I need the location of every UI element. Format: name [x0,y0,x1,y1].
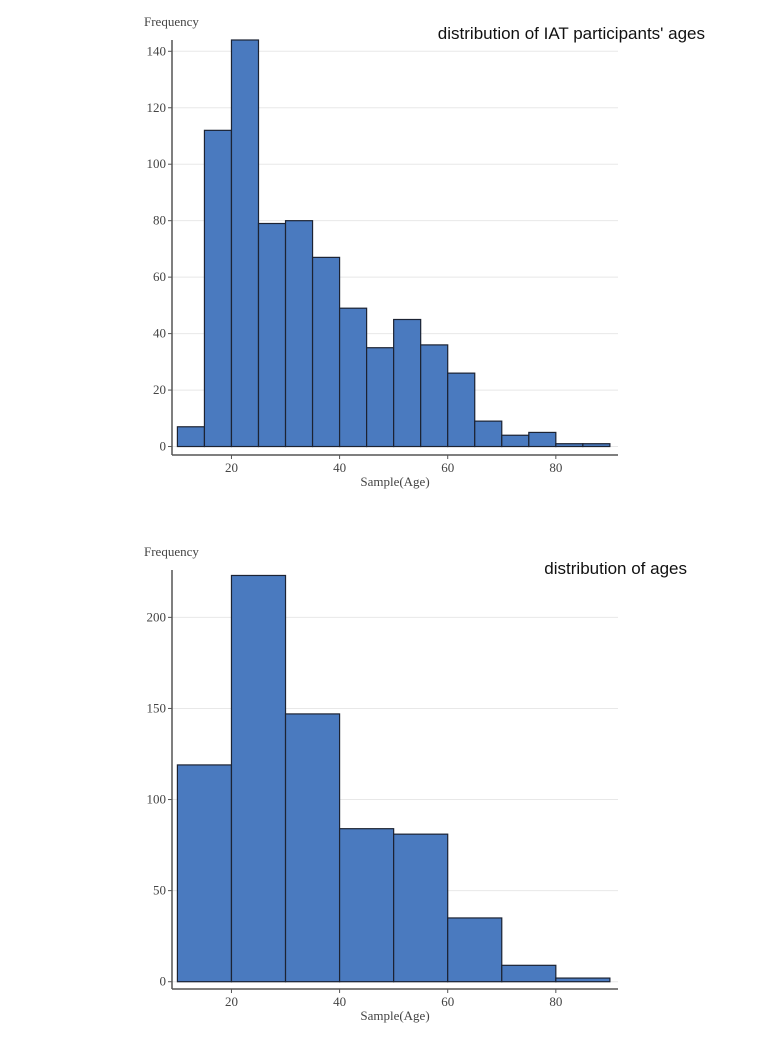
bar [582,443,611,448]
y-tick-label: 150 [147,700,167,715]
bar [501,434,530,448]
bar [203,129,233,448]
x-tick-label: 80 [549,994,562,1009]
y-tick-label: 60 [153,269,166,284]
x-tick-label: 60 [441,460,454,475]
y-tick-label: 100 [147,792,167,807]
x-tick-label: 60 [441,994,454,1009]
bar [176,764,233,983]
x-tick-label: 40 [333,460,346,475]
x-axis-title: Sample(Age) [360,1008,429,1023]
y-tick-label: 0 [160,974,167,989]
bar [284,220,314,448]
bar [447,372,476,448]
y-axis-title: Frequency [144,544,199,559]
bar [555,977,611,983]
y-tick-label: 100 [147,156,167,171]
bar [420,344,449,448]
y-tick-label: 20 [153,382,166,397]
bar [528,431,557,448]
bar [338,828,395,983]
x-tick-label: 20 [225,460,238,475]
bar [393,833,449,983]
y-tick-label: 140 [147,43,167,58]
bar [176,426,206,448]
bar [338,307,368,448]
bar [555,443,584,448]
bar [366,347,395,448]
bar [230,39,260,448]
bar [230,574,287,983]
bar [393,318,422,448]
y-tick-label: 120 [147,100,167,115]
bar [501,964,557,983]
y-tick-label: 200 [147,609,167,624]
x-axis-title: Sample(Age) [360,474,429,489]
bar [257,222,287,448]
y-tick-label: 50 [153,883,166,898]
x-tick-label: 80 [549,460,562,475]
chart-title: distribution of IAT participants' ages [438,24,705,43]
y-tick-label: 80 [153,213,166,228]
y-axis-title: Frequency [144,14,199,29]
x-tick-label: 20 [225,994,238,1009]
bar [447,917,503,983]
bar [474,420,503,448]
bar [311,256,341,448]
chart-title: distribution of ages [544,559,687,578]
bar [284,713,341,983]
y-tick-label: 0 [160,439,167,454]
x-tick-label: 40 [333,994,346,1009]
y-tick-label: 40 [153,326,166,341]
